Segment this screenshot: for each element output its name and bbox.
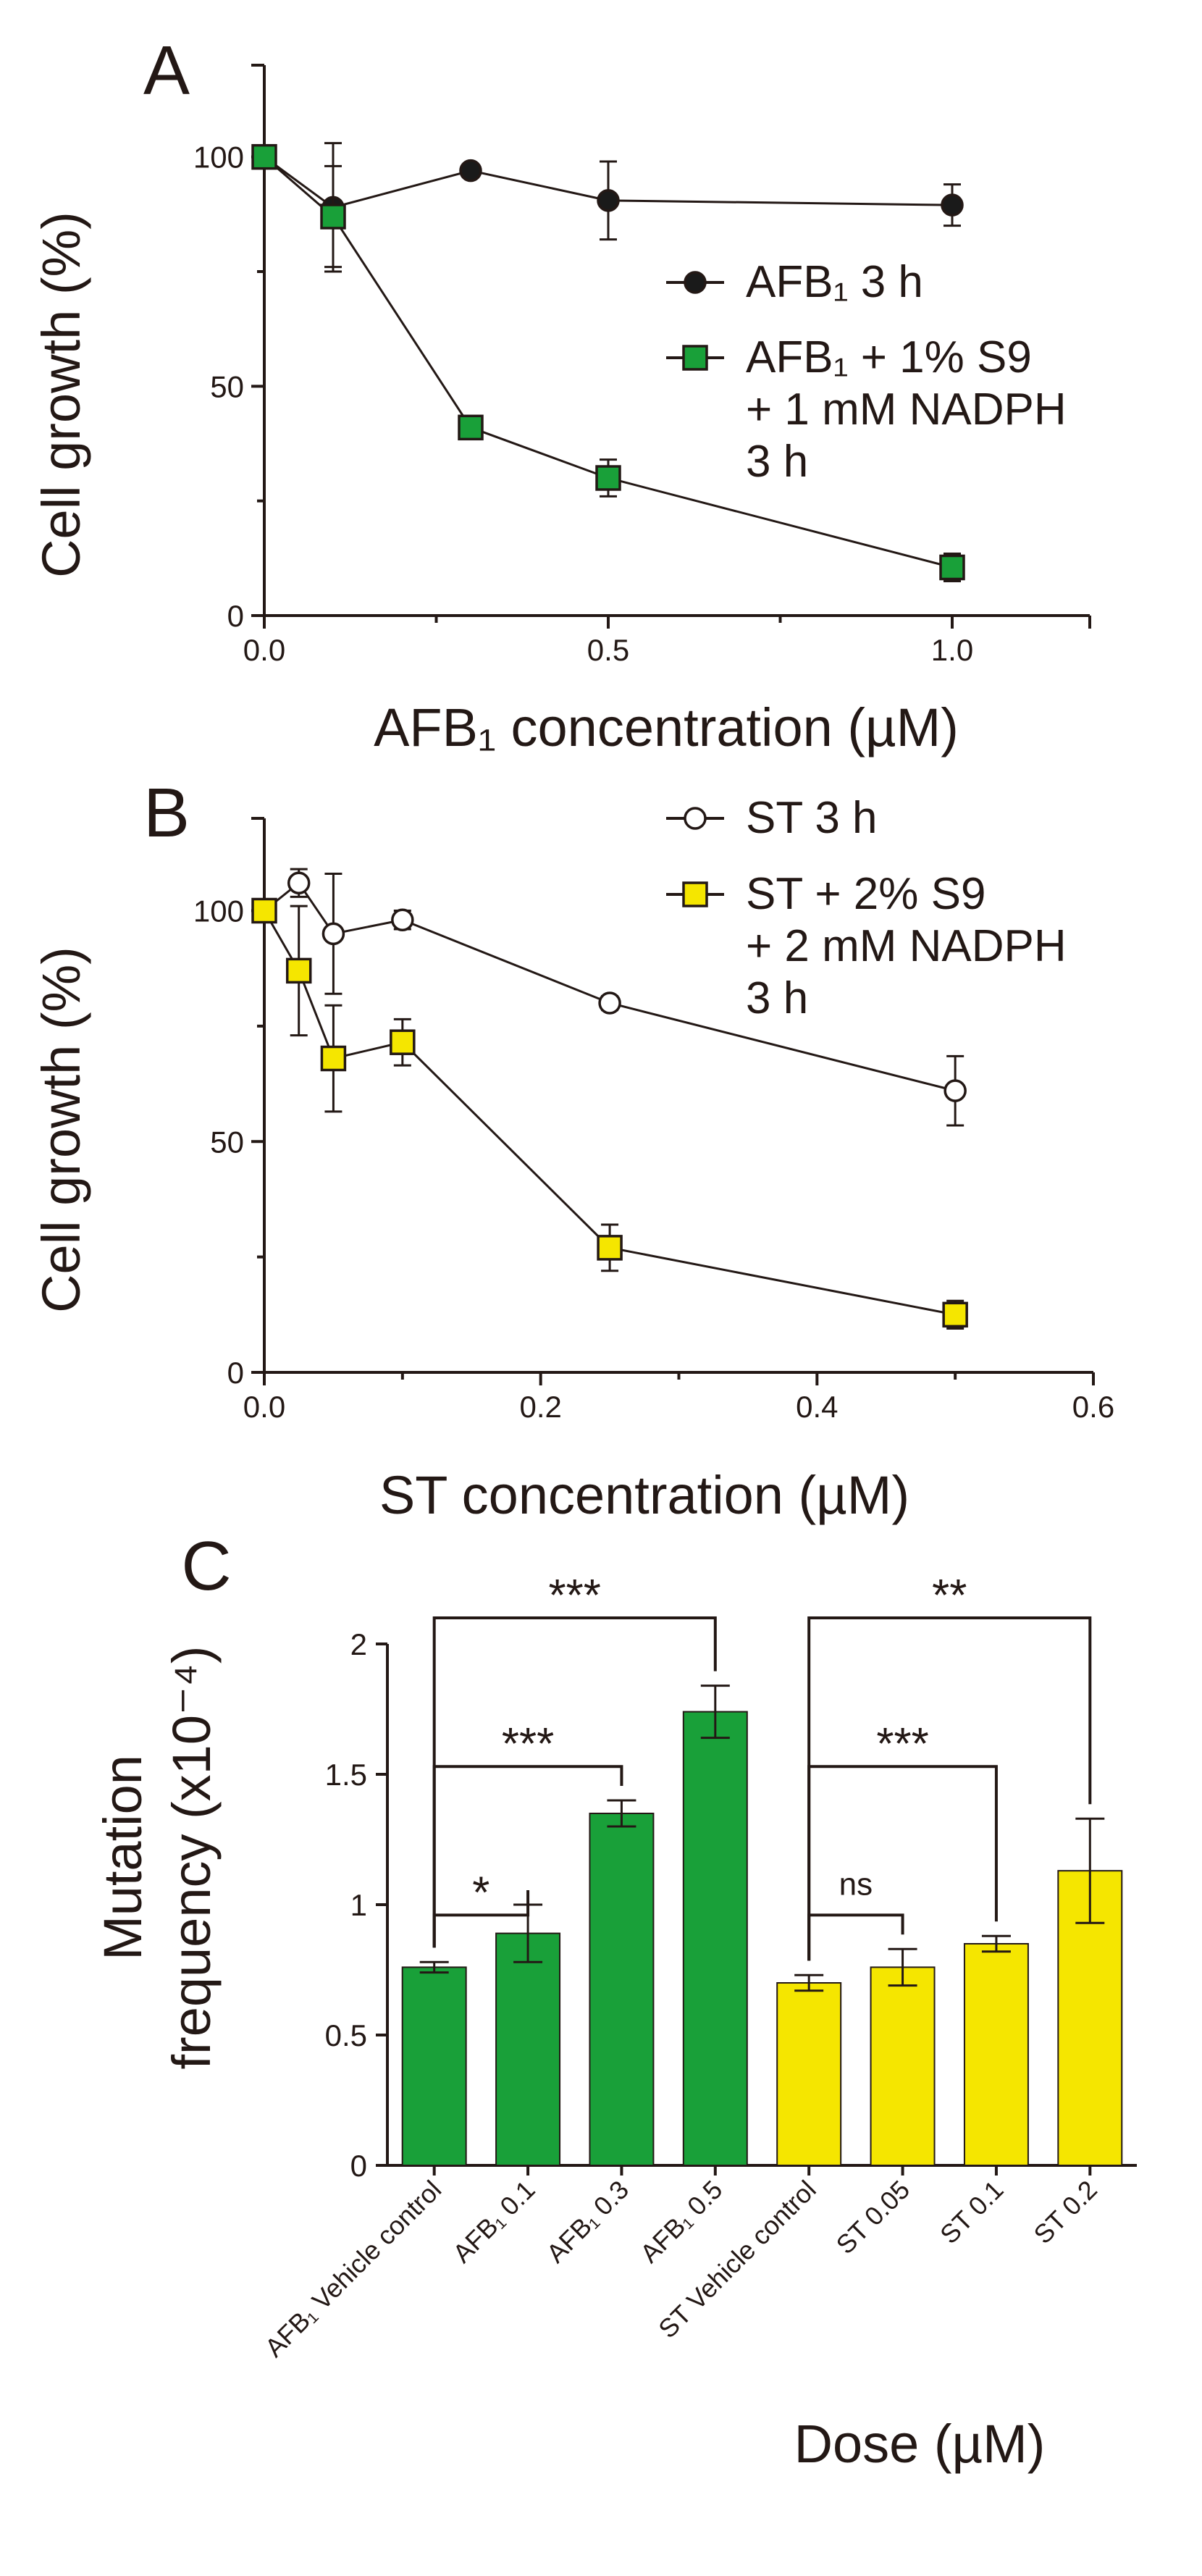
panel-a-letter: A <box>143 32 190 109</box>
x-tick-label: 0.6 <box>1072 1390 1114 1424</box>
y-tick-label: 0 <box>350 2149 367 2183</box>
significance-bracket <box>432 1616 717 1948</box>
category-label: ST 0.05 <box>831 2175 916 2260</box>
significance-label: *** <box>502 1719 554 1769</box>
category-label: ST 0.2 <box>1027 2175 1103 2250</box>
bar <box>963 1943 1029 2166</box>
series-2-point <box>595 465 621 491</box>
legend-label: 3 h <box>746 437 808 487</box>
panel-b-y-axis-title: Cell growth (%) <box>31 947 91 1313</box>
panel-b-chart: 0 50 100 0.0 0.2 0.4 0.6 ST 3 h ST + 2% S9+ 2 mM… <box>193 793 1114 1424</box>
significance-label: ** <box>932 1571 967 1621</box>
panel-b-letter: B <box>143 774 190 852</box>
series-2-point <box>320 1045 347 1072</box>
legend-label: AFB₁ + 1% S9 <box>746 332 1032 382</box>
x-tick-label: 0.2 <box>519 1390 561 1424</box>
significance-bracket <box>807 1616 1092 1961</box>
bar <box>870 1966 936 2166</box>
legend-label: 3 h <box>746 973 808 1023</box>
series-2-point <box>251 143 277 170</box>
legend-marker <box>684 271 707 294</box>
bar <box>776 1982 842 2166</box>
series-1-point <box>941 193 964 217</box>
panel-a-y-axis-title: Cell growth (%) <box>31 211 91 578</box>
y-tick-label: 1.5 <box>325 1758 367 1792</box>
y-tick-label: 50 <box>210 369 244 403</box>
series-1-point <box>459 159 482 182</box>
panel-c-letter: C <box>181 1527 231 1605</box>
bar <box>401 1966 467 2166</box>
y-tick-label: 2 <box>350 1627 367 1661</box>
panel-a-chart: 0 50 100 0.0 0.5 1.0 AFB₁ 3 h AFB₁ + 1% S9+ 1 m… <box>193 64 1091 667</box>
series-2-point <box>939 554 965 581</box>
y-tick-label: 50 <box>210 1125 244 1159</box>
significance-bracket <box>807 1913 904 1961</box>
series-1-point <box>943 1079 967 1102</box>
panel-c-y-axis-title-line2: frequency (x10⁻⁴) <box>161 1646 222 2070</box>
bar <box>495 1932 561 2167</box>
category-label: ST 0.1 <box>934 2175 1009 2250</box>
significance-label: * <box>472 1868 489 1918</box>
category-label: AFB₁ Vehicle control <box>259 2175 447 2363</box>
y-tick-label: 1 <box>350 1888 367 1922</box>
series-1-point <box>287 871 311 894</box>
series-1-point <box>598 991 621 1015</box>
legend-label: + 1 mM NADPH <box>746 385 1067 435</box>
x-tick-label: 0.0 <box>243 633 285 667</box>
category-label: AFB₁ 0.3 <box>541 2175 635 2269</box>
category-label: AFB₁ 0.5 <box>634 2175 728 2269</box>
legend-marker <box>682 881 708 907</box>
panel-c-y-axis-title-line1: Mutation <box>93 1755 153 1960</box>
series-2-point <box>390 1029 416 1055</box>
significance-label: *** <box>876 1719 928 1769</box>
y-tick-label: 100 <box>193 894 244 928</box>
panel-a-x-axis-title: AFB₁ concentration (µM) <box>374 697 959 758</box>
category-label: AFB₁ 0.1 <box>447 2175 541 2269</box>
panel-c-x-axis-title: Dose (µM) <box>794 2414 1046 2474</box>
series-2-point <box>942 1301 968 1328</box>
x-tick-label: 0.0 <box>243 1390 285 1424</box>
panel-b-x-axis-title: ST concentration (µM) <box>379 1465 909 1525</box>
legend-label: + 2 mM NADPH <box>746 921 1067 971</box>
y-tick-label: 0 <box>227 599 244 633</box>
significance-label: *** <box>549 1571 601 1621</box>
significance-label: ns <box>839 1866 873 1902</box>
legend-marker <box>682 345 708 371</box>
x-tick-label: 1.0 <box>931 633 973 667</box>
series-2-point <box>251 897 277 924</box>
category-label: ST Vehicle control <box>652 2175 822 2344</box>
series-2-point <box>597 1235 623 1261</box>
legend-label: AFB₁ 3 h <box>746 257 923 307</box>
series-2-point <box>458 414 484 441</box>
y-tick-label: 0.5 <box>325 2018 367 2052</box>
x-tick-label: 0.4 <box>796 1390 838 1424</box>
legend-marker <box>684 807 707 830</box>
series-1-point <box>391 908 414 931</box>
y-tick-label: 0 <box>227 1356 244 1390</box>
legend-label: ST 3 h <box>746 793 878 843</box>
series-1-point <box>597 189 620 212</box>
series-1-point <box>321 922 345 946</box>
bar <box>589 1813 655 2166</box>
series-2-point <box>320 204 346 230</box>
bar <box>682 1711 748 2167</box>
x-tick-label: 0.5 <box>587 633 629 667</box>
series-2-point <box>285 957 312 984</box>
y-tick-label: 100 <box>193 140 244 175</box>
legend-label: ST + 2% S9 <box>746 869 985 919</box>
